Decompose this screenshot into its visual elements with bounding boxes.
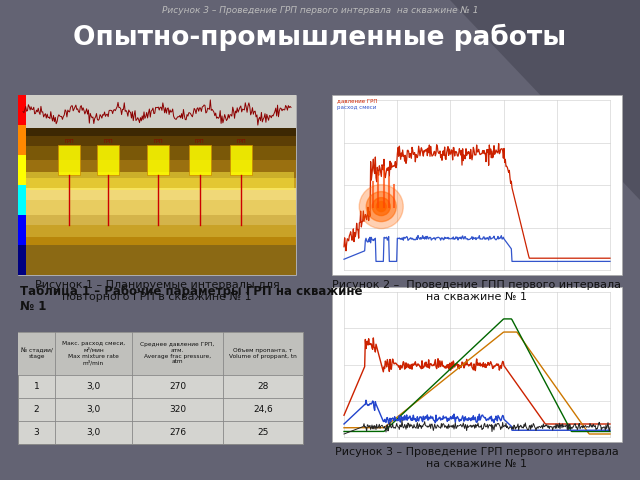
Polygon shape: [450, 0, 640, 200]
Text: Среднее давление ГРП,
атм.
Average frac pressure,
atm: Среднее давление ГРП, атм. Average frac …: [140, 342, 215, 364]
Text: Опытно-промышленные работы: Опытно-промышленные работы: [74, 24, 566, 51]
Bar: [18, 188, 296, 200]
Text: 1: 1: [34, 382, 40, 391]
Bar: [18, 200, 296, 215]
Bar: [18, 125, 26, 155]
Text: Рисунок 3 – Проведение ГРП первого интервала
на скважине № 1: Рисунок 3 – Проведение ГРП первого интер…: [335, 447, 619, 468]
Text: Таблица 1 – Рабочие параметры ГРП на скважине
№ 1: Таблица 1 – Рабочие параметры ГРП на скв…: [20, 285, 362, 313]
Text: ГРП: ГРП: [153, 139, 163, 144]
Text: 3,0: 3,0: [86, 428, 100, 437]
Bar: [18, 215, 296, 225]
Bar: [20, 172, 294, 190]
Text: 3: 3: [34, 428, 40, 437]
Bar: [18, 160, 296, 178]
Bar: [332, 287, 622, 442]
Bar: [189, 145, 211, 175]
Circle shape: [366, 192, 396, 222]
Bar: [18, 245, 26, 275]
Circle shape: [372, 198, 390, 216]
Bar: [18, 185, 26, 215]
Bar: [97, 145, 119, 175]
Bar: [18, 155, 26, 185]
Text: 2: 2: [34, 405, 39, 414]
Text: давление ГРП: давление ГРП: [337, 98, 378, 103]
Bar: [147, 145, 169, 175]
Bar: [18, 178, 296, 188]
Text: 3,0: 3,0: [86, 405, 100, 414]
Bar: [18, 95, 296, 275]
Text: 25: 25: [257, 428, 269, 437]
Circle shape: [376, 202, 387, 212]
Bar: [332, 95, 622, 275]
Text: 24,6: 24,6: [253, 405, 273, 414]
Bar: [58, 145, 80, 175]
Bar: [18, 225, 296, 237]
Bar: [18, 332, 303, 374]
Text: ГРП: ГРП: [103, 139, 113, 144]
Text: Рисунок 2 –  Проведение ГПП первого интервала
на скважине № 1: Рисунок 2 – Проведение ГПП первого интер…: [333, 280, 621, 301]
Text: 270: 270: [169, 382, 186, 391]
Bar: [18, 95, 26, 125]
Bar: [18, 245, 296, 275]
Bar: [18, 136, 296, 146]
Text: 320: 320: [169, 405, 186, 414]
Text: 28: 28: [257, 382, 269, 391]
Bar: [230, 145, 252, 175]
Text: Рисунок 1 – Планируемые интервалы для
повторного ГРП в скважине № 1: Рисунок 1 – Планируемые интервалы для по…: [35, 280, 280, 301]
Circle shape: [359, 185, 403, 228]
Bar: [18, 95, 296, 130]
Bar: [18, 146, 296, 160]
Bar: [18, 237, 296, 245]
Text: Макс. расход смеси,
м³/мин
Max mixture rate
m³/min: Макс. расход смеси, м³/мин Max mixture r…: [62, 341, 125, 365]
Text: Рисунок 3 – Проведение ГРП первого интервала  на скважине № 1: Рисунок 3 – Проведение ГРП первого интер…: [162, 6, 478, 15]
Text: ГРП: ГРП: [64, 139, 74, 144]
Text: расход смеси: расход смеси: [337, 105, 376, 110]
Text: Объем пропанта, т
Volume of proppant, tn: Объем пропанта, т Volume of proppant, tn: [229, 348, 297, 359]
Text: 3,0: 3,0: [86, 382, 100, 391]
Text: 276: 276: [169, 428, 186, 437]
Text: № стадии/
stage: № стадии/ stage: [20, 348, 52, 359]
Bar: [18, 215, 26, 245]
Bar: [18, 332, 303, 444]
Text: ГРП: ГРП: [195, 139, 205, 144]
Text: ГРП: ГРП: [237, 139, 246, 144]
Bar: [18, 128, 296, 136]
